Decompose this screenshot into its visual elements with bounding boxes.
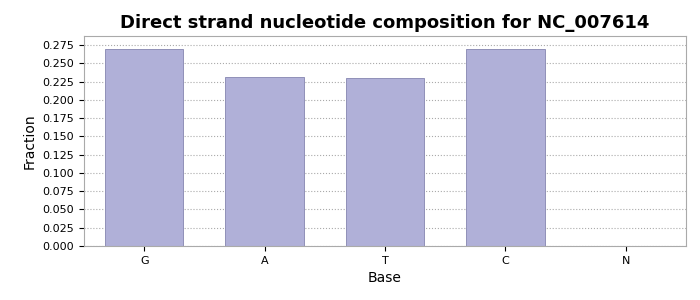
Y-axis label: Fraction: Fraction bbox=[23, 113, 37, 169]
Title: Direct strand nucleotide composition for NC_007614: Direct strand nucleotide composition for… bbox=[120, 14, 650, 32]
Bar bbox=[346, 78, 424, 246]
X-axis label: Base: Base bbox=[368, 271, 402, 285]
Bar bbox=[105, 49, 183, 246]
Bar bbox=[225, 76, 304, 246]
Bar bbox=[466, 49, 545, 246]
